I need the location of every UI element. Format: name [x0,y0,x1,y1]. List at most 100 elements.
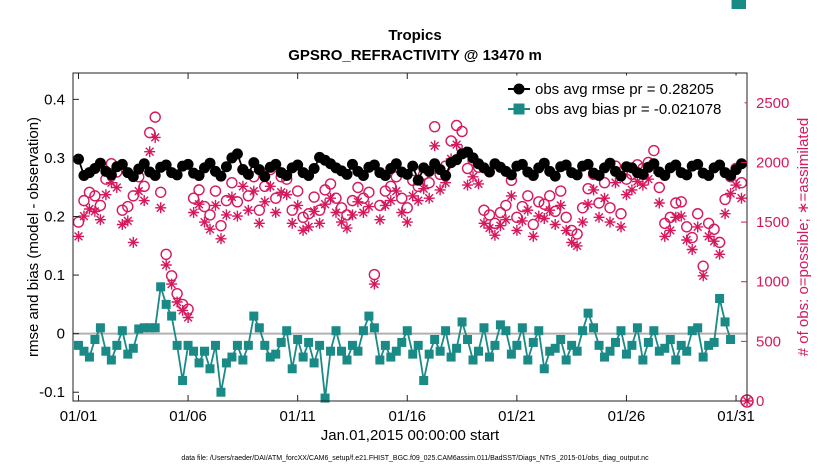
y-tick-label: 0.3 [44,150,65,167]
bias-point [282,326,292,336]
bias-point [320,393,330,403]
obs-possible-point [719,193,731,206]
obs-assimilated-point [478,217,490,229]
bias-point [693,323,703,333]
bias-point [183,340,193,350]
bias-point [495,320,505,330]
rmse-point [681,169,693,181]
obs-assimilated-point [440,177,452,189]
obs-assimilated-point [122,215,134,227]
obs-assimilated-point [220,209,232,221]
obs-possible-point [330,192,342,204]
bias-point [167,311,177,321]
obs-assimilated-point [111,182,123,193]
bias-point [572,346,582,356]
obs-possible-point [653,181,666,194]
obs-possible-point [527,218,539,231]
bias-point [364,311,374,321]
bias-point [424,349,434,359]
obs-possible-point [253,204,266,216]
obs-assimilated-point [522,204,534,216]
rmse-point [204,157,216,169]
obs-assimilated-point [396,207,408,218]
obs-assimilated-point [642,173,654,185]
obs-assimilated-point [703,230,715,242]
bias-point [375,355,385,365]
rmse-point [357,170,369,181]
obs-assimilated-point [210,199,221,211]
obs-assimilated-point [149,131,161,143]
obs-possible-point [675,196,687,208]
obs-possible-point [226,177,238,189]
obs-possible-point [363,186,375,198]
x-tick-label: 01/31 [717,408,755,425]
bias-point [172,340,182,350]
obs-assimilated-point [505,190,517,202]
bias-point [621,349,631,359]
rmse-point [116,158,128,170]
bias-point [84,352,94,362]
legend-bias-label: obs avg bias pr = -0.021078 [535,101,721,118]
bias-point [337,346,347,356]
obs-assimilated-point [144,146,156,158]
rmse-point [259,171,271,183]
obs-assimilated-point [264,180,276,192]
legend-bias-marker [513,103,525,115]
bias-point [304,337,314,347]
bias-point [512,340,522,350]
obs-possible-point [335,202,348,214]
obs-assimilated-point [336,216,347,228]
obs-possible-point [193,184,205,196]
obs-possible-point [313,204,326,216]
bias-point [347,340,357,350]
bias-point [594,340,604,350]
obs-assimilated-point [670,211,682,223]
rmse-point [149,170,161,181]
obs-assimilated-point [226,191,238,203]
y-tick-label-right: 1000 [756,274,789,291]
bias-point [408,349,418,359]
obs-possible-point [456,125,468,138]
obs-assimilated-point [390,185,402,197]
bias-point [298,352,308,362]
obs-assimilated-point [116,219,128,230]
x-tick-label: 01/06 [169,408,207,425]
bias-point [654,346,664,356]
x-axis-label: Jan.01,2015 00:00:00 start [321,427,500,444]
obs-assimilated-point [368,278,380,290]
obs-possible-point [494,206,507,219]
obs-assimilated-point [138,195,150,207]
obs-possible-point [94,199,107,212]
obs-assimilated-point [511,224,523,236]
obs-possible-point [604,202,616,214]
obs-assimilated-point [319,198,331,210]
obs-assimilated-point [653,197,665,209]
rmse-point [670,159,682,171]
y-tick-label: -0.1 [39,384,65,401]
obs-possible-point [544,190,556,202]
bias-point [643,337,653,347]
bias-point [101,346,111,356]
obs-assimilated-point [473,178,484,190]
obs-assimilated-point [604,216,616,228]
obs-assimilated-point [631,176,643,187]
rmse-point [538,157,550,169]
bias-point [326,346,336,356]
obs-possible-point [423,177,435,189]
rmse-point [571,169,583,181]
chart-title: Tropics [388,27,441,44]
rmse-point [171,169,183,181]
legend-box [499,75,745,121]
obs-possible-point [554,185,567,197]
bias-point [386,352,396,362]
chart-subtitle: GPSRO_REFRACTIVITY @ 13470 m [288,47,542,64]
bias-point [117,326,127,336]
obs-assimilated-point [199,216,210,228]
obs-assimilated-point [100,189,112,201]
rmse-point [72,153,84,165]
obs-assimilated-point [418,183,430,195]
obs-possible-point [500,199,512,212]
bias-point [506,349,516,359]
obs-possible-point [138,180,150,193]
obs-possible-point [198,200,211,213]
